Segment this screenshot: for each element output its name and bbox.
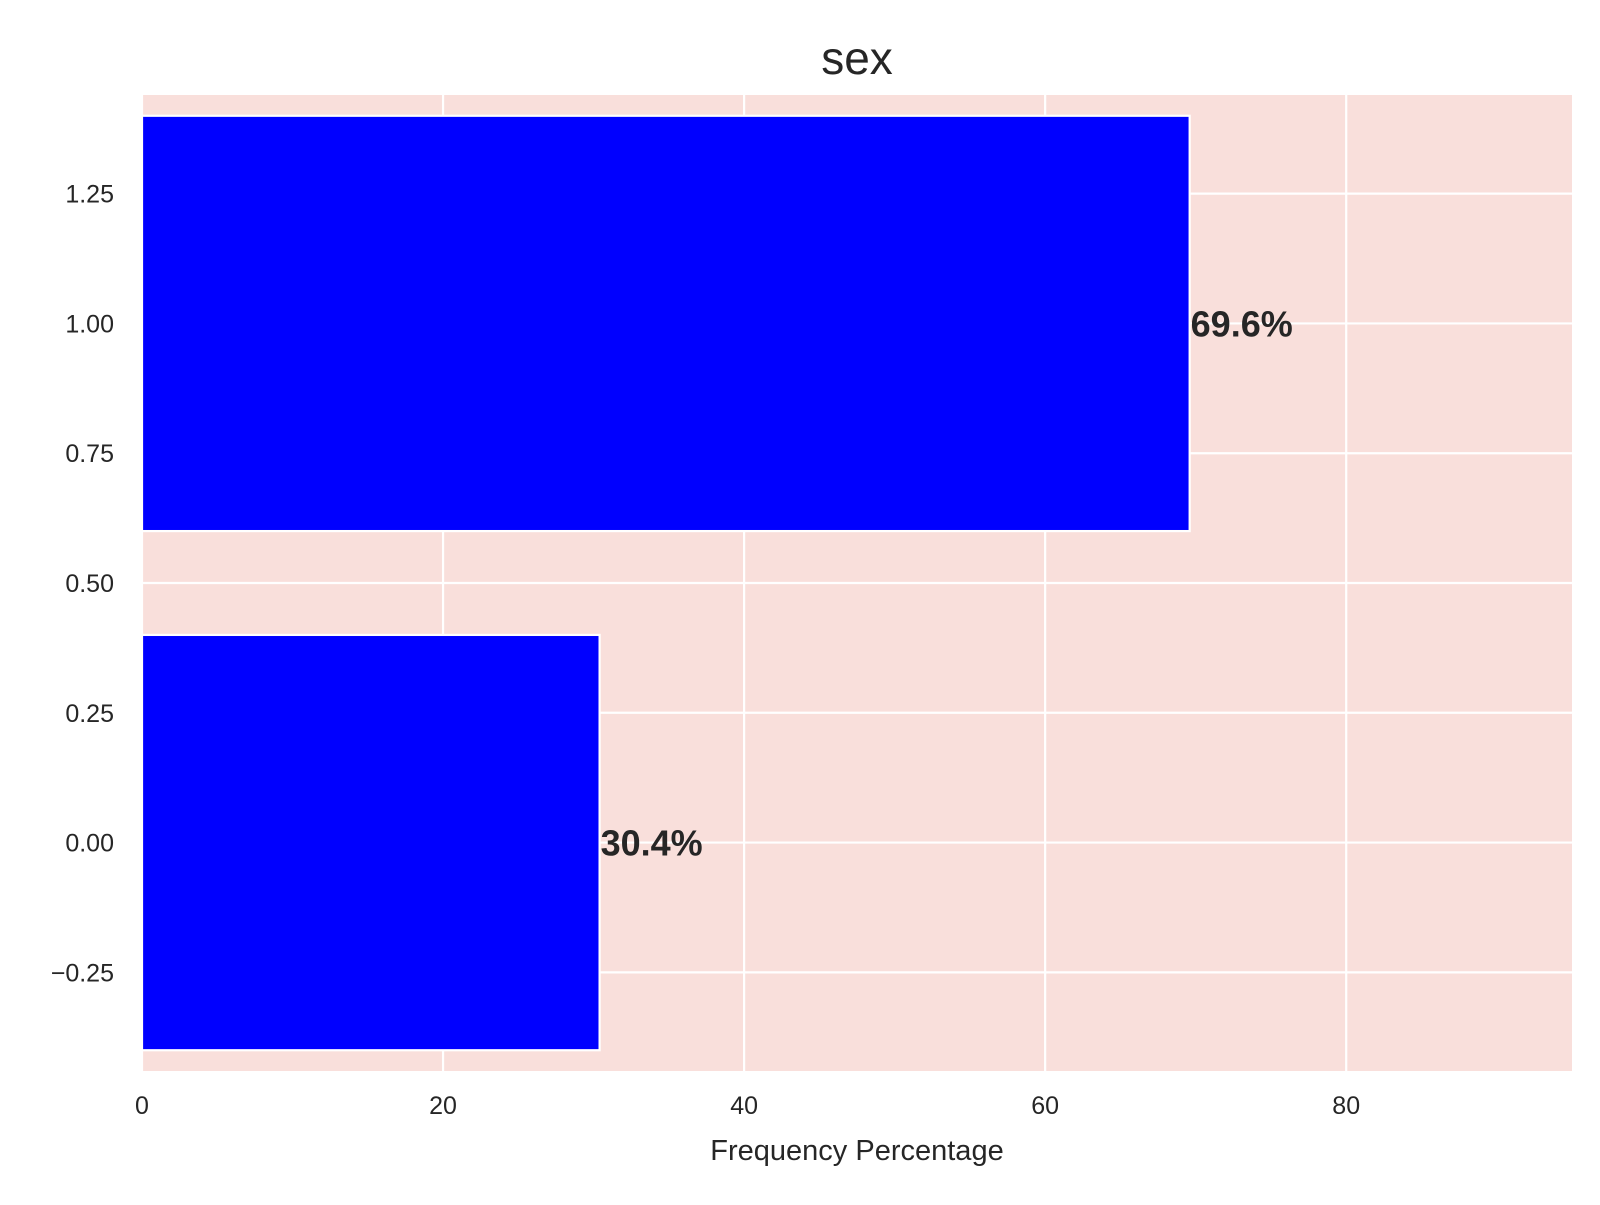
data-label-0: 30.4% xyxy=(601,823,703,864)
x-tick-label: 60 xyxy=(1031,1092,1059,1120)
bar-0 xyxy=(140,633,601,1052)
data-labels: 30.4% 69.6% xyxy=(601,303,1293,863)
bars xyxy=(140,114,1191,1052)
y-tick-label: 0.25 xyxy=(65,700,114,728)
x-axis-title: Frequency Percentage xyxy=(710,1135,1003,1167)
y-tick-label: 1.00 xyxy=(65,310,114,338)
y-tick-label: −0.25 xyxy=(51,959,114,987)
y-tick-label: 0.00 xyxy=(65,830,114,858)
data-label-1: 69.6% xyxy=(1191,303,1293,344)
y-tick-label: 0.75 xyxy=(65,440,114,468)
bar-1 xyxy=(140,114,1191,533)
x-axis-ticks: 0 20 40 60 80 xyxy=(135,1092,1360,1120)
x-tick-label: 40 xyxy=(730,1092,758,1120)
y-tick-label: 0.50 xyxy=(65,570,114,598)
x-tick-label: 20 xyxy=(429,1092,457,1120)
x-tick-label: 80 xyxy=(1332,1092,1360,1120)
x-tick-label: 0 xyxy=(135,1092,149,1120)
y-tick-label: 1.25 xyxy=(65,181,114,209)
y-axis-ticks: −0.25 0.00 0.25 0.50 0.75 1.00 1.25 xyxy=(51,181,114,988)
chart-title: sex xyxy=(821,32,893,84)
